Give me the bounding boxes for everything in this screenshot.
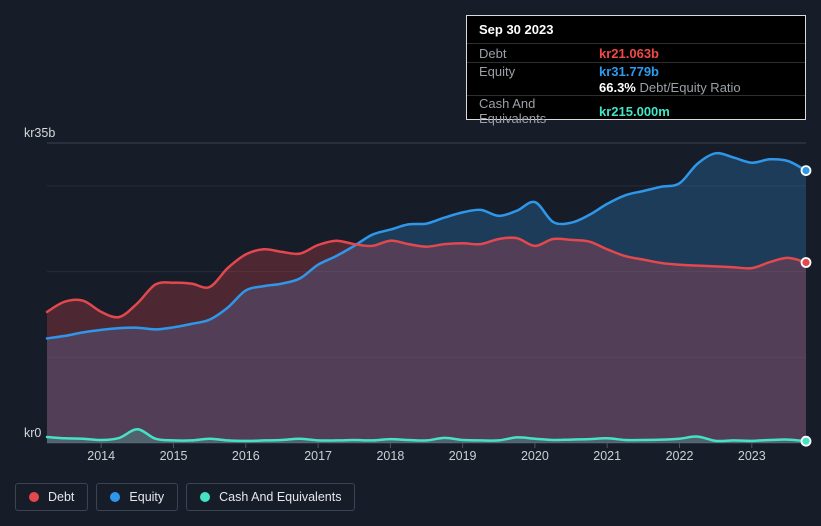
cash-legend-dot-icon <box>200 492 211 502</box>
debt-line <box>45 236 808 319</box>
x-axis-label: 2023 <box>738 449 766 463</box>
tooltip-ratio-value: 66.3% <box>599 79 636 95</box>
chart-tooltip: Sep 30 2023 Debt kr21.063b Equity kr31.7… <box>466 15 806 126</box>
tooltip-ratio-label: Debt/Equity Ratio <box>635 79 741 95</box>
legend-item-label: Equity <box>129 490 165 504</box>
tooltip-debt-label: Debt <box>479 45 507 61</box>
equity-line <box>45 151 808 340</box>
cash-and-equivalents-endpoint-marker <box>800 435 812 447</box>
x-axis-label: 2017 <box>304 449 332 463</box>
x-axis-label: 2021 <box>593 449 621 463</box>
legend-item-debt[interactable]: Debt <box>15 483 89 511</box>
equity-legend-dot-icon <box>110 492 121 502</box>
y-axis: kr35b kr0 <box>24 126 55 440</box>
legend-item-cash[interactable]: Cash And Equivalents <box>186 483 356 511</box>
x-axis-label: 2014 <box>87 449 115 463</box>
x-axis-label: 2018 <box>376 449 404 463</box>
y-axis-label: kr0 <box>24 426 41 440</box>
x-axis-label: 2019 <box>449 449 477 463</box>
x-axis-label: 2022 <box>666 449 694 463</box>
x-axis-label: 2016 <box>232 449 260 463</box>
x-axis: 2014 2015 2016 2017 2018 2019 2020 2021 2022 2023 <box>87 443 766 463</box>
debt-area <box>47 237 806 443</box>
x-axis-label: 2015 <box>160 449 188 463</box>
tooltip-row-equity: Equity kr31.779b <box>467 63 805 79</box>
tooltip-cash-value: kr215.000m <box>599 103 670 119</box>
y-axis-label: kr35b <box>24 126 55 140</box>
tooltip-date: Sep 30 2023 <box>467 16 805 44</box>
legend-item-equity[interactable]: Equity <box>96 483 179 511</box>
tooltip-row-ratio: 66.3% Debt/Equity Ratio <box>467 79 805 96</box>
tooltip-debt-value: kr21.063b <box>599 45 659 61</box>
tooltip-equity-value: kr31.779b <box>599 63 659 79</box>
legend-item-label: Debt <box>48 490 75 504</box>
equity-endpoint-marker <box>800 165 812 177</box>
equity-area <box>47 153 806 444</box>
tooltip-row-debt: Debt kr21.063b <box>467 44 805 63</box>
tooltip-equity-label: Equity <box>479 63 516 79</box>
chart-legend: Debt Equity Cash And Equivalents <box>15 483 356 511</box>
legend-item-label: Cash And Equivalents <box>219 490 342 504</box>
tooltip-cash-label: Cash And Equivalents <box>479 96 547 126</box>
cash-and-equivalents-line <box>45 428 808 443</box>
x-axis-label: 2020 <box>521 449 549 463</box>
debt-endpoint-marker <box>800 257 812 268</box>
tooltip-row-cash: Cash And Equivalents kr215.000m <box>467 96 805 126</box>
debt-legend-dot-icon <box>29 492 39 502</box>
